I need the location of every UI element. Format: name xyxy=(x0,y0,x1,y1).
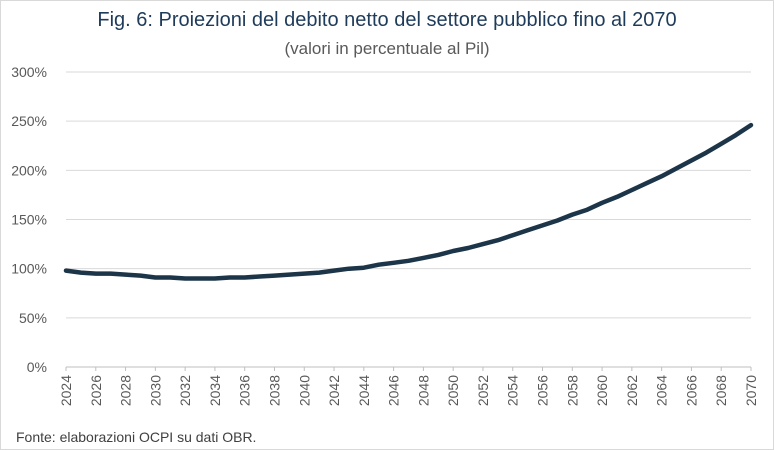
x-tick-label: 2032 xyxy=(177,375,193,406)
x-tick-label: 2060 xyxy=(594,375,610,406)
x-tick-label: 2058 xyxy=(564,375,580,406)
x-tick-label: 2054 xyxy=(505,375,521,406)
x-tick-label: 2028 xyxy=(118,375,134,406)
x-tick-label: 2070 xyxy=(743,375,759,406)
y-tick-label: 150% xyxy=(11,212,47,228)
x-tick-label: 2048 xyxy=(415,375,431,406)
y-axis-tick-labels: 0% 50% 100% 150% 200% 250% 300% xyxy=(11,64,47,375)
y-tick-label: 300% xyxy=(11,64,47,80)
x-tick-label: 2034 xyxy=(207,375,223,406)
x-tick-label: 2050 xyxy=(445,375,461,406)
chart-subtitle: (valori in percentuale al Pil) xyxy=(284,39,490,58)
x-tick-label: 2068 xyxy=(713,375,729,406)
y-tick-label: 200% xyxy=(11,162,47,178)
source-note: Fonte: elaborazioni OCPI su dati OBR. xyxy=(16,429,257,445)
x-tick-label: 2044 xyxy=(356,375,372,406)
y-tick-label: 100% xyxy=(11,261,47,277)
x-tick-label: 2062 xyxy=(624,375,640,406)
x-tick-label: 2040 xyxy=(296,375,312,406)
x-tick-label: 2036 xyxy=(237,375,253,406)
x-tick-label: 2046 xyxy=(386,375,402,406)
series-layer xyxy=(63,122,754,281)
y-tick-label: 250% xyxy=(11,113,47,129)
x-tick-label: 2030 xyxy=(147,375,163,406)
x-tick-label: 2042 xyxy=(326,375,342,406)
chart-title: Fig. 6: Proiezioni del debito netto del … xyxy=(97,9,677,31)
gridlines xyxy=(66,71,751,368)
x-axis-tick-labels: 2024 2026 2028 2030 2032 2034 2036 2038 2040 2042… xyxy=(58,367,759,406)
x-tick-label: 2056 xyxy=(535,375,551,406)
y-tick-label: 50% xyxy=(19,310,47,326)
series-line-debt xyxy=(63,122,754,281)
x-tick-label: 2026 xyxy=(88,375,104,406)
x-tick-label: 2038 xyxy=(266,375,282,406)
y-tick-label: 0% xyxy=(27,359,47,375)
x-tick-label: 2066 xyxy=(683,375,699,406)
x-tick-label: 2024 xyxy=(58,375,74,406)
x-tick-label: 2064 xyxy=(654,375,670,406)
x-tick-label: 2052 xyxy=(475,375,491,406)
